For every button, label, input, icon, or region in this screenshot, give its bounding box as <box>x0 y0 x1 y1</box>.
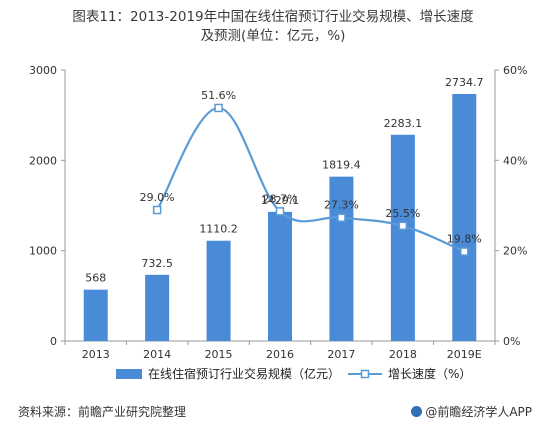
bar-value-label: 1110.2 <box>199 223 238 236</box>
legend-line-label: 增长速度（%） <box>388 366 471 381</box>
bar <box>390 134 415 341</box>
x-tick-label: 2017 <box>327 348 355 361</box>
growth-value-label: 29.0% <box>140 191 175 204</box>
bar <box>329 176 354 341</box>
y-right-tick-label: 20% <box>503 245 527 258</box>
brand-note: @前瞻经济学人APP <box>411 403 532 420</box>
chart-title: 图表11：2013-2019年中国在线住宿预订行业交易规模、增长速度 及预测(单… <box>0 8 546 46</box>
x-tick-label: 2014 <box>143 348 171 361</box>
growth-value-label: 27.3% <box>324 199 359 212</box>
x-tick-label: 2018 <box>389 348 417 361</box>
bar-value-label: 2283.1 <box>384 117 423 130</box>
bar-value-label: 2734.7 <box>445 76 484 89</box>
chart-title-line2: 及预测(单位：亿元，%) <box>200 28 346 44</box>
brand-label: @前瞻经济学人APP <box>425 405 532 419</box>
bar-value-label: 568 <box>85 272 106 285</box>
x-tick-label: 2015 <box>205 348 233 361</box>
growth-marker <box>152 205 162 215</box>
growth-value-label: 51.6% <box>201 89 236 102</box>
y-right-tick-label: 40% <box>503 154 527 167</box>
y-left-tick-label: 3000 <box>29 64 57 77</box>
bar-value-label: 732.5 <box>141 257 173 270</box>
source-note: 资料来源：前瞻产业研究院整理 <box>18 405 187 419</box>
y-left-tick-label: 2000 <box>29 154 57 167</box>
bar <box>145 274 170 341</box>
brand-logo-icon <box>411 406 423 417</box>
growth-value-label: 25.5% <box>385 207 420 220</box>
bar <box>268 211 292 341</box>
bar <box>452 93 477 342</box>
x-tick-label: 2013 <box>82 348 110 361</box>
growth-value-label: 28.7% <box>263 192 298 205</box>
y-left-tick-label: 0 <box>50 335 57 348</box>
growth-marker <box>460 247 469 256</box>
bar <box>206 240 231 341</box>
x-tick-label: 2016 <box>266 348 294 361</box>
y-right-tick-label: 60% <box>503 64 527 77</box>
legend-bar-label: 在线住宿预订行业交易规模（亿元） <box>148 366 340 381</box>
growth-marker <box>398 221 408 231</box>
growth-marker <box>275 207 285 216</box>
bar-value-label: 1819.4 <box>322 159 361 172</box>
y-right-tick-label: 0% <box>503 335 520 348</box>
bar <box>83 289 108 341</box>
legend-bar-swatch <box>116 369 142 379</box>
growth-value-label: 19.8% <box>447 233 482 246</box>
x-tick-label: 2019E <box>447 348 482 361</box>
chart-title-line1: 图表11：2013-2019年中国在线住宿预订行业交易规模、增长速度 <box>72 9 474 25</box>
growth-marker <box>337 213 346 222</box>
growth-marker <box>214 103 223 113</box>
legend-line-marker <box>360 369 370 379</box>
y-left-tick-label: 1000 <box>29 245 57 258</box>
